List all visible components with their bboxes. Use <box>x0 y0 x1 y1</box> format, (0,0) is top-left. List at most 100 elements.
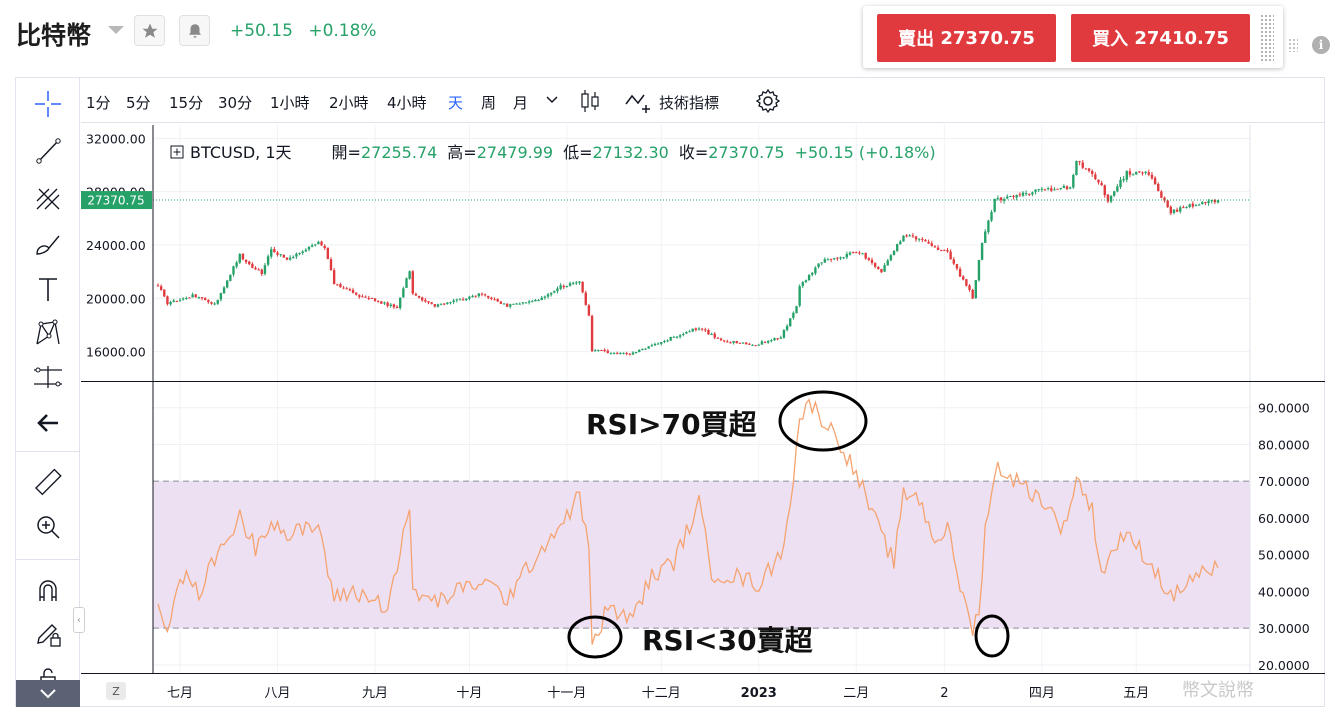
candle-body <box>575 282 578 284</box>
candle-body <box>722 340 726 342</box>
candle-body <box>845 254 849 258</box>
candle-body <box>351 289 355 293</box>
candle-body <box>597 349 600 351</box>
chevron-down-icon[interactable] <box>546 95 558 105</box>
back-tool[interactable] <box>16 405 80 441</box>
favorite-star-button[interactable] <box>134 15 165 46</box>
candle-body <box>549 292 553 295</box>
open-label: 開= <box>331 143 361 162</box>
candle-body <box>811 272 814 275</box>
indicators-button[interactable]: 技術指標 <box>659 94 720 112</box>
candle-body <box>1031 192 1034 195</box>
magnet-tool[interactable] <box>16 572 80 608</box>
header: 比特幣 +50.15 +0.18% 賣出 27370.75 買入 27410.7… <box>0 0 1339 75</box>
timeframe-30m[interactable]: 30分 <box>218 94 253 112</box>
candle-body <box>792 312 795 318</box>
candle-body <box>361 296 364 298</box>
candle-body <box>1065 186 1069 190</box>
candle-body <box>1166 200 1169 208</box>
timeframe-1h[interactable]: 1小時 <box>270 94 310 112</box>
sell-button[interactable]: 賣出 27370.75 <box>877 14 1056 62</box>
candle-body <box>940 250 943 252</box>
candle-body <box>738 342 742 344</box>
candle-body <box>336 284 339 286</box>
candle-body <box>1169 206 1173 214</box>
pitchfork-tool[interactable] <box>16 180 80 216</box>
alert-bell-button[interactable] <box>179 15 210 46</box>
candle-body <box>534 299 537 302</box>
candle-body <box>1046 188 1050 190</box>
candle-body <box>1009 195 1012 197</box>
trendline-tool[interactable] <box>16 133 80 169</box>
candle-body <box>958 268 962 277</box>
candle-body <box>521 302 525 304</box>
candle-body <box>546 294 550 297</box>
candle-body <box>229 274 232 281</box>
candle-body <box>455 299 459 301</box>
zoom-tool[interactable] <box>16 509 80 545</box>
candle-body <box>175 300 179 302</box>
candle-body <box>191 294 194 298</box>
zoom-reset-button[interactable]: Z <box>106 682 126 700</box>
candle-body <box>474 295 477 297</box>
candle-body <box>855 252 858 254</box>
rsi-tick-label: 90.0000 <box>1258 401 1310 416</box>
candle-body <box>1210 200 1213 202</box>
timeframe-month[interactable]: 月 <box>513 94 529 112</box>
info-icon[interactable]: i <box>1312 36 1330 54</box>
timeframe-5m[interactable]: 5分 <box>126 94 151 112</box>
candle-body <box>1081 162 1084 168</box>
candle-body <box>1024 193 1028 195</box>
candle-body <box>295 253 298 257</box>
rsi-tick-label: 40.0000 <box>1258 584 1310 599</box>
candle-body <box>452 300 455 303</box>
candle-body <box>1062 185 1066 189</box>
candle-body <box>562 285 565 288</box>
candle-body <box>565 286 569 288</box>
timeframe-2h[interactable]: 2小時 <box>329 94 369 112</box>
candle-body <box>226 280 229 288</box>
candles-icon[interactable] <box>579 88 601 114</box>
timeframe-day[interactable]: 天 <box>448 94 464 112</box>
candle-body <box>395 306 399 309</box>
crosshair-tool[interactable] <box>16 86 80 122</box>
gear-icon[interactable] <box>755 88 781 114</box>
timeframe-week[interactable]: 周 <box>481 94 497 112</box>
time-tick-label: 五月 <box>1123 686 1149 701</box>
timeframe-15m[interactable]: 15分 <box>169 94 204 112</box>
candle-body <box>634 351 638 353</box>
timeframe-1m[interactable]: 1分 <box>86 94 111 112</box>
text-tool[interactable] <box>16 271 80 307</box>
candle-body <box>1116 186 1119 192</box>
candle-body <box>449 302 452 304</box>
candle-body <box>339 284 342 288</box>
candle-body <box>1153 177 1157 185</box>
candle-body <box>1094 174 1097 180</box>
ruler-tool[interactable] <box>16 465 80 501</box>
candle-body <box>895 244 899 251</box>
watermark: 幣文說幣 <box>1182 680 1254 701</box>
measure-tool[interactable] <box>16 359 80 395</box>
buy-button[interactable]: 買入 27410.75 <box>1071 14 1250 62</box>
dotted-handle-icon[interactable] <box>1288 38 1298 52</box>
legend-symbol[interactable]: BTCUSD, 1天 <box>190 143 292 162</box>
brush-icon <box>36 235 60 255</box>
brush-tool[interactable] <box>16 227 80 263</box>
timeframe-4h[interactable]: 4小時 <box>387 94 427 112</box>
candle-body <box>439 303 443 305</box>
expand-legend-icon[interactable] <box>170 145 184 159</box>
toolbar-collapse-button[interactable] <box>16 680 80 707</box>
sidebar-toggle-button[interactable]: ‹ <box>73 607 85 633</box>
time-tick-label: 七月 <box>167 686 193 701</box>
symbol-dropdown-chevron-icon[interactable] <box>108 26 124 34</box>
candle-body <box>707 330 710 335</box>
pitchfork-icon <box>36 188 60 210</box>
candle-body <box>823 259 827 263</box>
candle-body <box>984 231 987 243</box>
time-tick-label: 八月 <box>265 686 291 701</box>
candle-body <box>493 299 496 301</box>
drag-grip-icon[interactable] <box>1260 14 1274 62</box>
lock-drawing-tool[interactable] <box>16 616 80 652</box>
pattern-tool[interactable] <box>16 315 80 351</box>
